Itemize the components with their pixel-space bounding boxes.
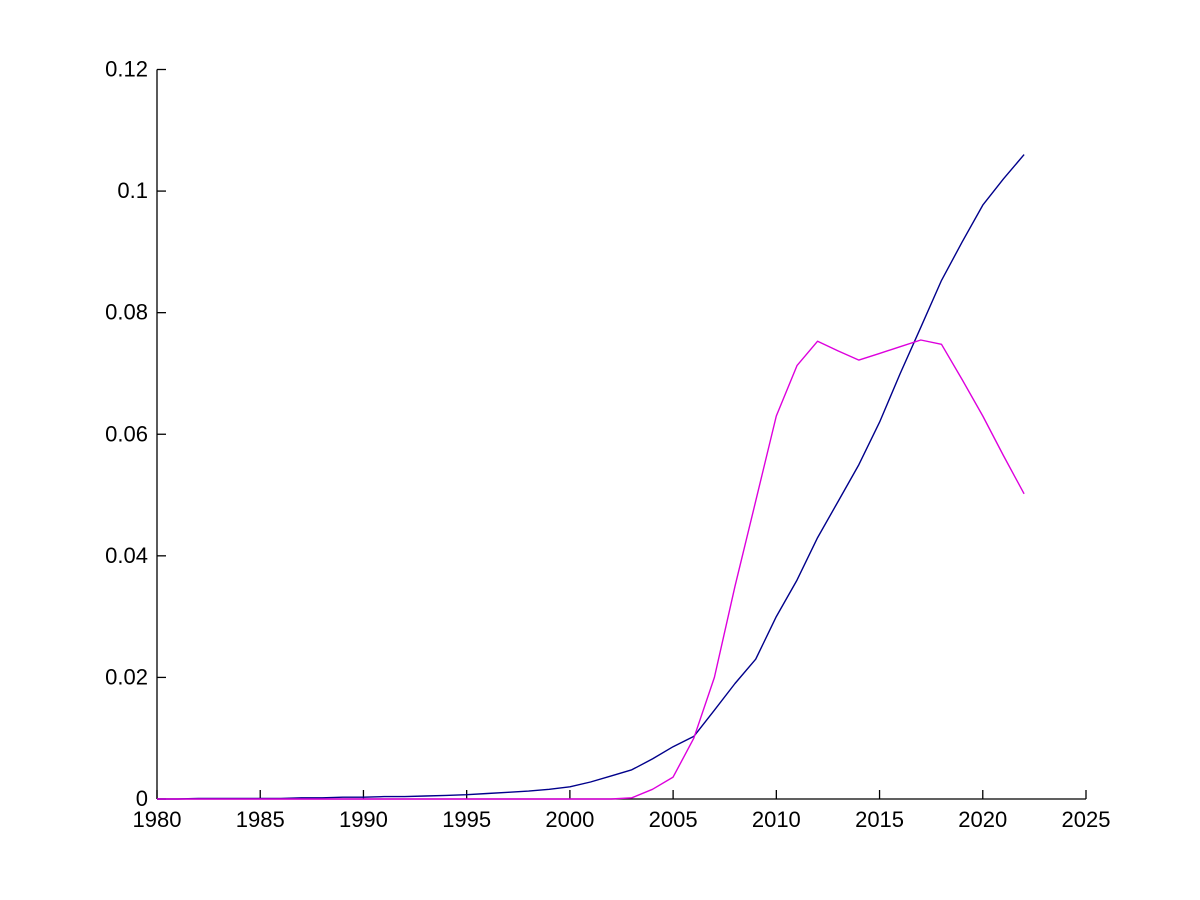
x-tick-label: 2005 (649, 807, 698, 832)
y-tick-label: 0.08 (105, 300, 148, 325)
series-2-magenta-line (157, 339, 1025, 800)
x-tick-label: 1990 (339, 807, 388, 832)
x-tick-label: 2025 (1062, 807, 1111, 832)
series-1-blue-line (157, 154, 1025, 800)
y-tick-label: 0.1 (117, 178, 148, 203)
y-tick-label: 0 (136, 786, 148, 811)
y-tick-label: 0.06 (105, 421, 148, 446)
x-tick-label: 1980 (133, 807, 182, 832)
x-tick-label: 2010 (752, 807, 801, 832)
x-tick-label: 1995 (442, 807, 491, 832)
x-tick-label: 1985 (236, 807, 285, 832)
x-tick-label: 2020 (958, 807, 1007, 832)
y-tick-label: 0.04 (105, 543, 148, 568)
x-tick-label: 2000 (545, 807, 594, 832)
y-tick-label: 0.02 (105, 664, 148, 689)
y-tick-label: 0.12 (105, 57, 148, 82)
x-tick-label: 2015 (855, 807, 904, 832)
